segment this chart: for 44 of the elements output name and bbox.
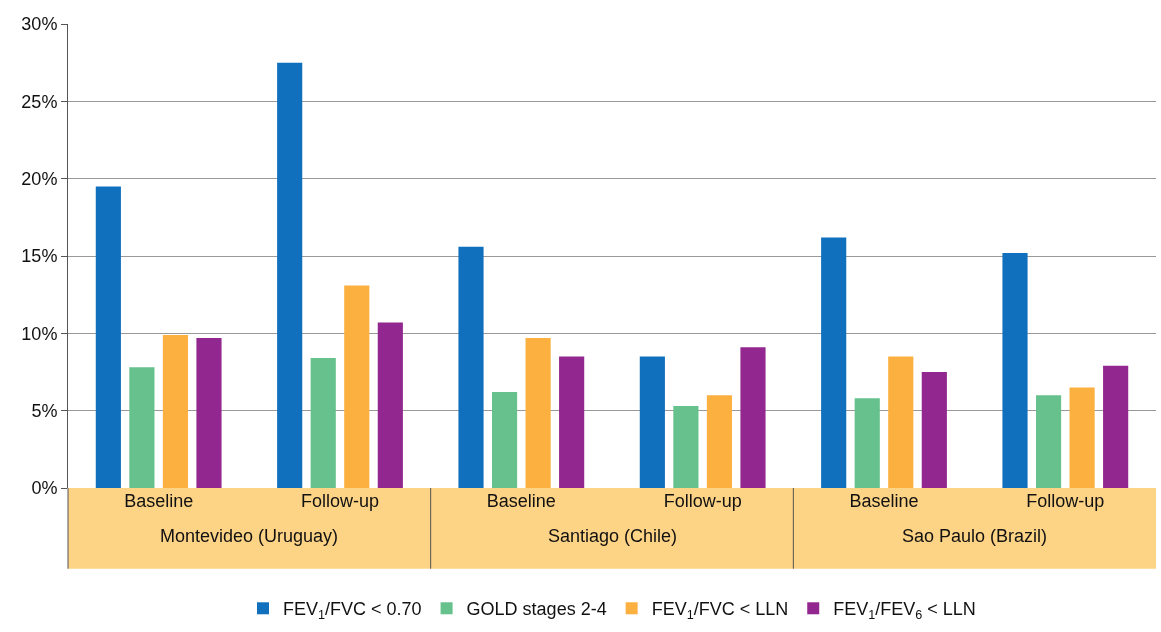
legend-label: FEV$_{1}$/FEV$_{6}$ < LLN <box>833 599 976 623</box>
legend-label: GOLD stages 2-4 <box>466 599 607 620</box>
bar <box>639 356 665 488</box>
bar <box>921 372 947 488</box>
bar <box>854 398 880 488</box>
bar <box>377 322 403 488</box>
bar <box>344 285 370 488</box>
x-tick-label: Baseline <box>849 491 919 511</box>
x-tick-label: Baseline <box>124 491 194 511</box>
y-tick-label: 30% <box>21 14 58 35</box>
bar <box>491 392 518 488</box>
y-tick-label: 5% <box>31 400 58 421</box>
y-tick-label: 0% <box>31 478 58 499</box>
bar <box>559 356 585 488</box>
bar <box>277 62 303 488</box>
legend-label: FEV$_{1}$/FVC < 0.70 <box>283 599 422 623</box>
bar <box>1002 252 1028 488</box>
bar <box>310 358 336 488</box>
bar <box>1069 387 1095 488</box>
bar <box>525 337 551 488</box>
legend-label: FEV$_{1}$/FVC < LLN <box>651 599 789 623</box>
bar <box>740 347 766 488</box>
text: Montevideo (Uruguay) <box>160 526 339 546</box>
y-tick-label: 20% <box>21 168 58 189</box>
x-tick-label: Follow-up <box>1026 491 1105 511</box>
y-tick-label: 10% <box>21 323 58 344</box>
bar <box>1103 365 1129 488</box>
bar <box>888 356 914 488</box>
bar <box>95 186 121 488</box>
bar <box>673 406 699 488</box>
x-tick-label: Baseline <box>486 491 556 511</box>
bar <box>706 395 733 488</box>
bar <box>129 367 155 488</box>
text: Sao Paulo (Brazil) <box>902 526 1048 546</box>
x-tick-label: Follow-up <box>663 491 742 511</box>
bar <box>196 337 222 488</box>
y-tick-label: 15% <box>21 246 58 267</box>
bar <box>162 334 189 488</box>
bar <box>821 237 847 488</box>
x-tick-label: Follow-up <box>300 491 380 511</box>
text: Santiago (Chile) <box>548 526 678 546</box>
bar <box>1035 395 1062 488</box>
y-tick-label: 25% <box>21 91 58 112</box>
bar <box>458 246 484 488</box>
